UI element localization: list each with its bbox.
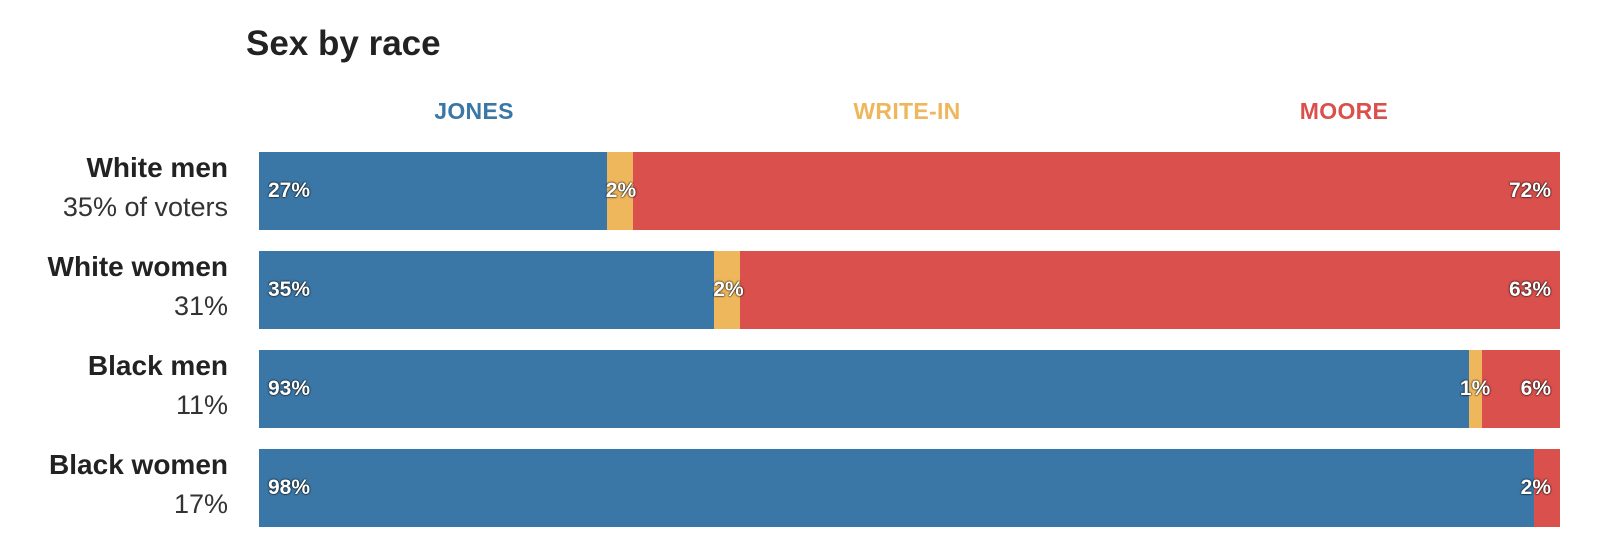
data-label: 2% [605,179,637,202]
data-label: 2% [1520,476,1551,499]
bar-segment-jones [259,350,1470,428]
legend-item-write-in: WRITE-IN [853,98,961,124]
bar-segment-write-in [1468,350,1483,428]
data-label: 72% [1508,179,1551,202]
row-share-label: 35% of voters [62,192,228,222]
row-group-label: Black women [49,449,228,480]
data-label: 93% [268,377,311,400]
bar-segment-jones [259,251,715,329]
row-share-label: 17% [173,489,228,519]
row-group-label: White men [86,152,228,183]
data-label: 6% [1520,377,1551,400]
data-label: 98% [268,476,311,499]
bar-segment-write-in [606,152,634,230]
bar-row: 93% 1% 6% [259,350,1560,428]
bar-segment-moore [740,251,1560,329]
bar-segment-jones [259,449,1535,527]
data-label: 2% [713,278,744,301]
row-share-label: 31% [173,291,228,321]
bar-segment-write-in [714,251,741,329]
legend-item-jones: JONES [434,98,514,124]
bar-segment-jones [259,152,608,230]
row-group-label: White women [47,251,228,282]
bar-row: 98% 2% [259,449,1560,527]
legend-item-moore: MOORE [1299,98,1389,124]
row-group-label: Black men [87,350,228,381]
bar-segment-moore [1533,449,1560,527]
data-label: 63% [1508,278,1551,301]
data-label: 27% [268,179,311,202]
row-share-label: 11% [175,390,228,420]
chart-title: Sex by race [246,24,441,63]
data-label: 35% [268,278,311,301]
bar-segment-moore [1481,350,1560,428]
bar-segment-moore [632,152,1560,230]
data-label: 1% [1459,377,1491,400]
bar-row: 27% 2% 72% [259,152,1560,230]
bar-row: 35% 2% 63% [259,251,1560,329]
